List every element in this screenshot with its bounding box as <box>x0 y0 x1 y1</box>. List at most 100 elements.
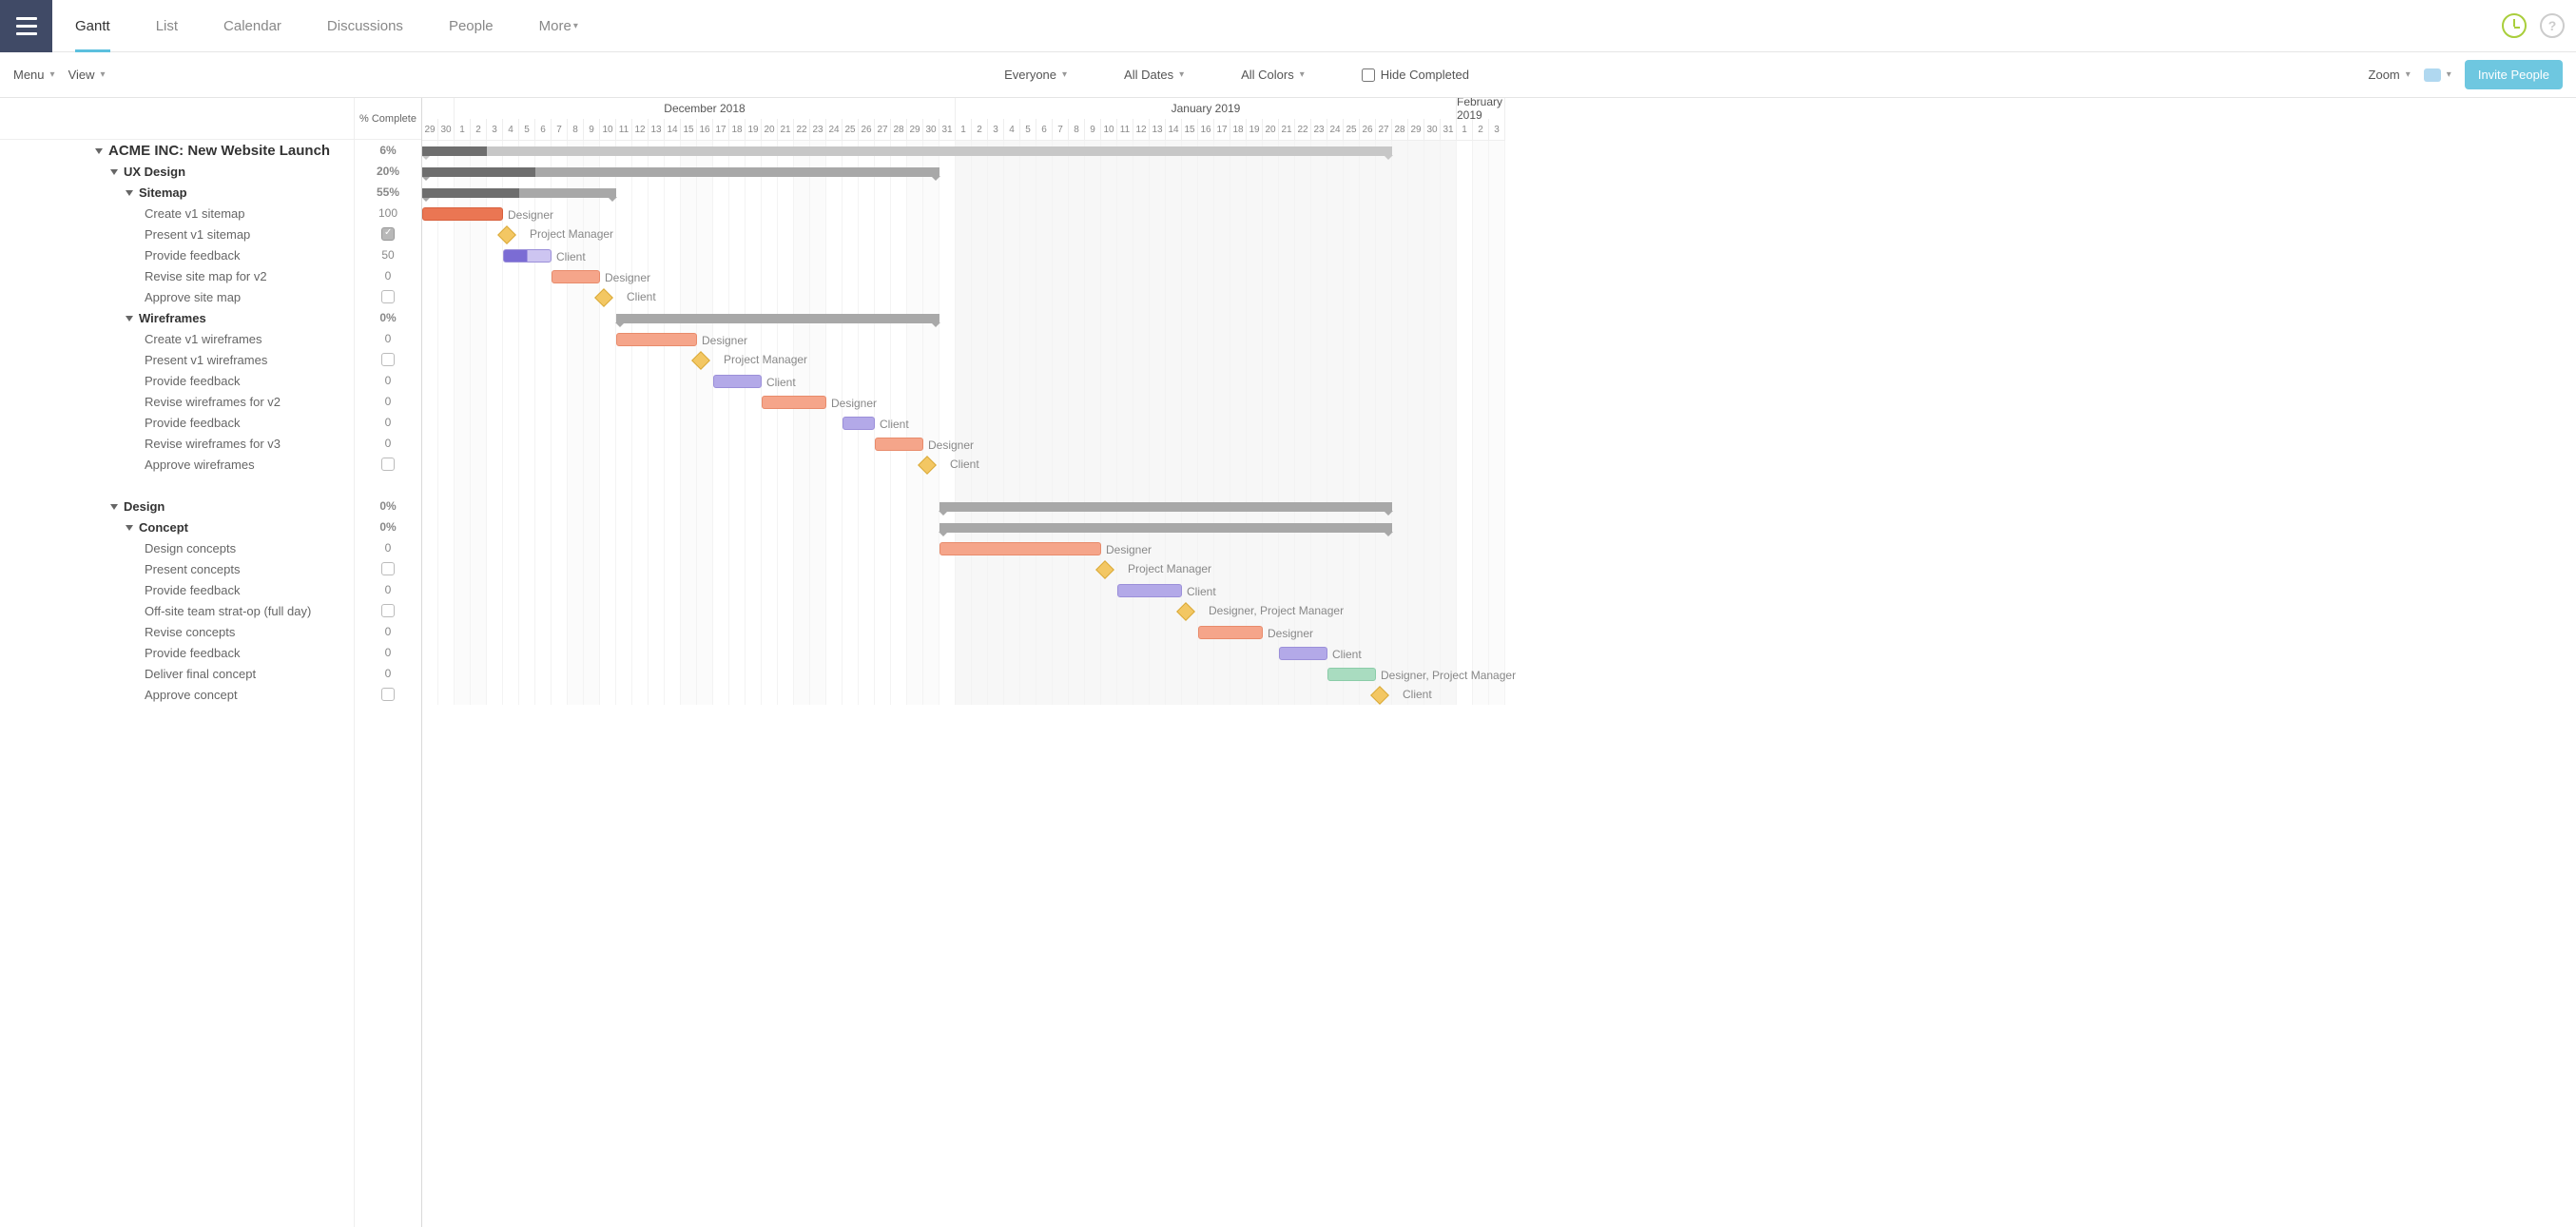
gantt-row[interactable]: Client <box>422 580 1505 601</box>
gantt-row[interactable] <box>422 162 1505 183</box>
gantt-row[interactable]: Designer, Project Manager <box>422 664 1505 685</box>
gantt-milestone[interactable] <box>691 351 710 370</box>
task-label[interactable]: Provide feedback <box>0 374 240 388</box>
gantt-task-bar[interactable]: Designer <box>422 207 503 221</box>
task-label[interactable]: Revise wireframes for v3 <box>0 437 281 451</box>
gantt-row[interactable]: Designer <box>422 204 1505 224</box>
task-label[interactable]: Off-site team strat-op (full day) <box>0 604 311 618</box>
gantt-row[interactable]: Client <box>422 245 1505 266</box>
task-label[interactable]: Provide feedback <box>0 416 240 430</box>
gantt-row[interactable]: Client <box>422 371 1505 392</box>
gantt-task-bar[interactable]: Designer <box>616 333 697 346</box>
task-complete-checkbox[interactable] <box>381 227 395 241</box>
gantt-row[interactable] <box>422 517 1505 538</box>
task-label[interactable]: Revise wireframes for v2 <box>0 395 281 409</box>
task-label[interactable]: Design <box>0 499 165 514</box>
gantt-summary-bar[interactable] <box>422 146 1392 156</box>
task-complete-checkbox[interactable] <box>381 353 395 366</box>
help-icon[interactable]: ? <box>2540 13 2565 38</box>
gantt-chart[interactable]: December 2018January 2019February 2019 2… <box>422 98 2576 1227</box>
gantt-milestone[interactable] <box>497 225 516 244</box>
task-complete-checkbox[interactable] <box>381 458 395 471</box>
nav-tab-gantt[interactable]: Gantt <box>52 0 133 52</box>
task-label[interactable]: Design concepts <box>0 541 236 555</box>
filter-all-colors[interactable]: All Colors <box>1241 68 1305 82</box>
gantt-row[interactable]: Designer <box>422 434 1505 455</box>
gantt-task-bar[interactable]: Client <box>1279 647 1327 660</box>
color-picker[interactable] <box>2424 68 2451 82</box>
task-label[interactable]: Create v1 sitemap <box>0 206 245 221</box>
nav-tab-people[interactable]: People <box>426 0 516 52</box>
gantt-row[interactable] <box>422 141 1505 162</box>
disclosure-triangle-icon[interactable] <box>126 316 133 321</box>
task-label[interactable]: ACME INC: New Website Launch <box>0 143 330 159</box>
disclosure-triangle-icon[interactable] <box>126 525 133 531</box>
gantt-task-bar[interactable]: Designer <box>552 270 600 283</box>
gantt-task-bar[interactable]: Designer <box>762 396 826 409</box>
gantt-task-bar[interactable]: Client <box>503 249 552 263</box>
hide-completed-toggle[interactable]: Hide Completed <box>1362 68 1469 82</box>
gantt-row[interactable]: Project Manager <box>422 224 1505 245</box>
gantt-task-bar[interactable]: Client <box>843 417 875 430</box>
gantt-task-bar[interactable]: Client <box>1117 584 1182 597</box>
gantt-task-bar[interactable]: Designer <box>875 438 923 451</box>
gantt-row[interactable]: Client <box>422 643 1505 664</box>
disclosure-triangle-icon[interactable] <box>110 504 118 510</box>
gantt-row[interactable]: Designer <box>422 622 1505 643</box>
gantt-summary-bar[interactable] <box>939 502 1392 512</box>
task-label[interactable]: Provide feedback <box>0 646 240 660</box>
gantt-task-bar[interactable]: Designer <box>939 542 1101 555</box>
nav-tab-more[interactable]: More <box>516 0 601 52</box>
clock-icon[interactable] <box>2502 13 2527 38</box>
gantt-milestone[interactable] <box>594 288 613 307</box>
gantt-row[interactable]: Designer <box>422 266 1505 287</box>
gantt-row[interactable]: Designer, Project Manager <box>422 601 1505 622</box>
task-label[interactable]: Provide feedback <box>0 583 240 597</box>
invite-people-button[interactable]: Invite People <box>2465 60 2563 89</box>
task-label[interactable]: Revise site map for v2 <box>0 269 267 283</box>
nav-tab-calendar[interactable]: Calendar <box>201 0 304 52</box>
gantt-summary-bar[interactable] <box>616 314 939 323</box>
gantt-milestone[interactable] <box>1095 560 1114 579</box>
filter-everyone[interactable]: Everyone <box>1004 68 1067 82</box>
gantt-task-bar[interactable]: Designer, Project Manager <box>1327 668 1376 681</box>
menu-dropdown[interactable]: Menu <box>13 68 55 82</box>
task-complete-checkbox[interactable] <box>381 290 395 303</box>
gantt-row[interactable] <box>422 183 1505 204</box>
gantt-row[interactable] <box>422 308 1505 329</box>
hide-completed-checkbox[interactable] <box>1362 68 1375 82</box>
task-label[interactable]: Present v1 wireframes <box>0 353 267 367</box>
nav-tab-list[interactable]: List <box>133 0 201 52</box>
task-label[interactable]: Provide feedback <box>0 248 240 263</box>
task-label[interactable]: Sitemap <box>0 185 187 200</box>
task-label[interactable]: Deliver final concept <box>0 667 256 681</box>
disclosure-triangle-icon[interactable] <box>95 148 103 154</box>
gantt-milestone[interactable] <box>1370 686 1389 705</box>
gantt-row[interactable]: Client <box>422 685 1505 706</box>
gantt-task-bar[interactable]: Designer <box>1198 626 1263 639</box>
gantt-row[interactable]: Designer <box>422 329 1505 350</box>
zoom-dropdown[interactable]: Zoom <box>2369 68 2411 82</box>
task-complete-checkbox[interactable] <box>381 562 395 575</box>
filter-all-dates[interactable]: All Dates <box>1124 68 1184 82</box>
gantt-row[interactable]: Designer <box>422 392 1505 413</box>
task-label[interactable]: Revise concepts <box>0 625 235 639</box>
task-label[interactable]: Approve site map <box>0 290 241 304</box>
task-complete-checkbox[interactable] <box>381 604 395 617</box>
task-label[interactable]: Approve wireframes <box>0 458 255 472</box>
task-label[interactable]: Approve concept <box>0 688 238 702</box>
gantt-row[interactable] <box>422 476 1505 497</box>
task-label[interactable]: Present concepts <box>0 562 240 576</box>
gantt-row[interactable]: Designer <box>422 538 1505 559</box>
gantt-row[interactable]: Project Manager <box>422 350 1505 371</box>
task-label[interactable]: Wireframes <box>0 311 206 325</box>
task-complete-checkbox[interactable] <box>381 688 395 701</box>
disclosure-triangle-icon[interactable] <box>126 190 133 196</box>
task-label[interactable]: Concept <box>0 520 188 535</box>
gantt-row[interactable]: Project Manager <box>422 559 1505 580</box>
gantt-milestone[interactable] <box>1176 602 1195 621</box>
gantt-row[interactable]: Client <box>422 455 1505 476</box>
gantt-task-bar[interactable]: Client <box>713 375 762 388</box>
nav-tab-discussions[interactable]: Discussions <box>304 0 426 52</box>
task-label[interactable]: Present v1 sitemap <box>0 227 250 242</box>
